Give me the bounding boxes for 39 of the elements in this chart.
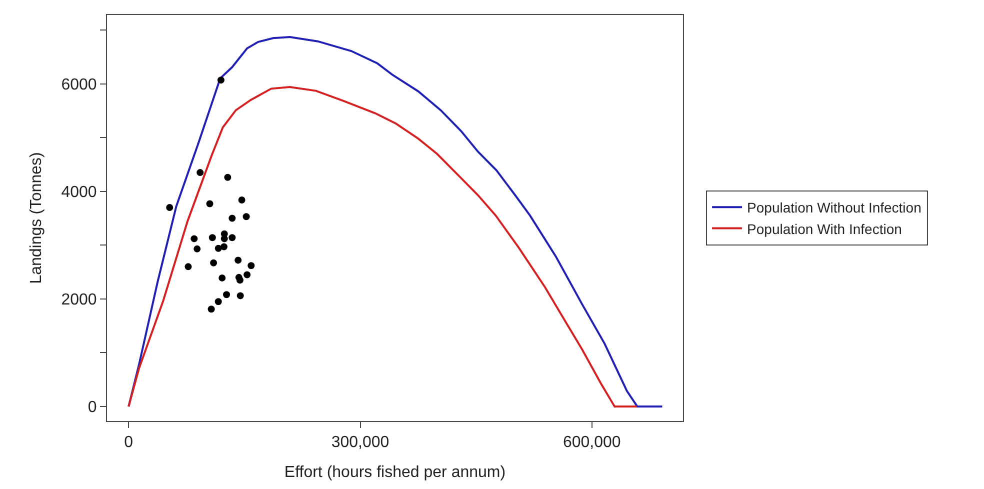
point bbox=[236, 292, 244, 300]
point bbox=[244, 271, 251, 278]
point bbox=[228, 214, 236, 222]
x-tick-label: 0 bbox=[124, 434, 134, 452]
point bbox=[214, 298, 222, 306]
line-series bbox=[128, 86, 638, 408]
y-tick-label: 4000 bbox=[61, 184, 97, 201]
point bbox=[236, 276, 244, 284]
point bbox=[166, 204, 174, 212]
x-tick-label: 300,000 bbox=[331, 434, 390, 452]
point bbox=[208, 306, 215, 313]
point bbox=[218, 274, 226, 282]
point bbox=[220, 235, 228, 242]
point bbox=[217, 76, 224, 84]
point bbox=[223, 291, 230, 298]
legend-label: Population With Infection bbox=[747, 220, 902, 237]
point bbox=[206, 200, 214, 208]
point bbox=[220, 243, 228, 250]
x-axis-title: Effort (hours fished per annum) bbox=[284, 464, 506, 481]
point bbox=[194, 245, 201, 252]
point bbox=[234, 256, 242, 264]
point bbox=[248, 262, 255, 270]
point bbox=[184, 263, 192, 270]
point bbox=[228, 234, 236, 242]
point bbox=[242, 213, 250, 220]
legend-label: Population Without Infection bbox=[747, 200, 922, 216]
point bbox=[208, 234, 216, 242]
y-tick-label: 2000 bbox=[61, 292, 97, 309]
line-series bbox=[128, 36, 664, 408]
y-axis-title: Landings (Tonnes) bbox=[28, 152, 46, 284]
y-tick-label: 6000 bbox=[61, 76, 97, 94]
point bbox=[224, 174, 232, 181]
point bbox=[190, 235, 198, 242]
point bbox=[214, 244, 222, 252]
x-tick-label: 600,000 bbox=[562, 434, 621, 452]
y-tick-label: 0 bbox=[88, 399, 97, 416]
point bbox=[238, 196, 246, 204]
point bbox=[196, 169, 204, 176]
point bbox=[210, 259, 218, 266]
